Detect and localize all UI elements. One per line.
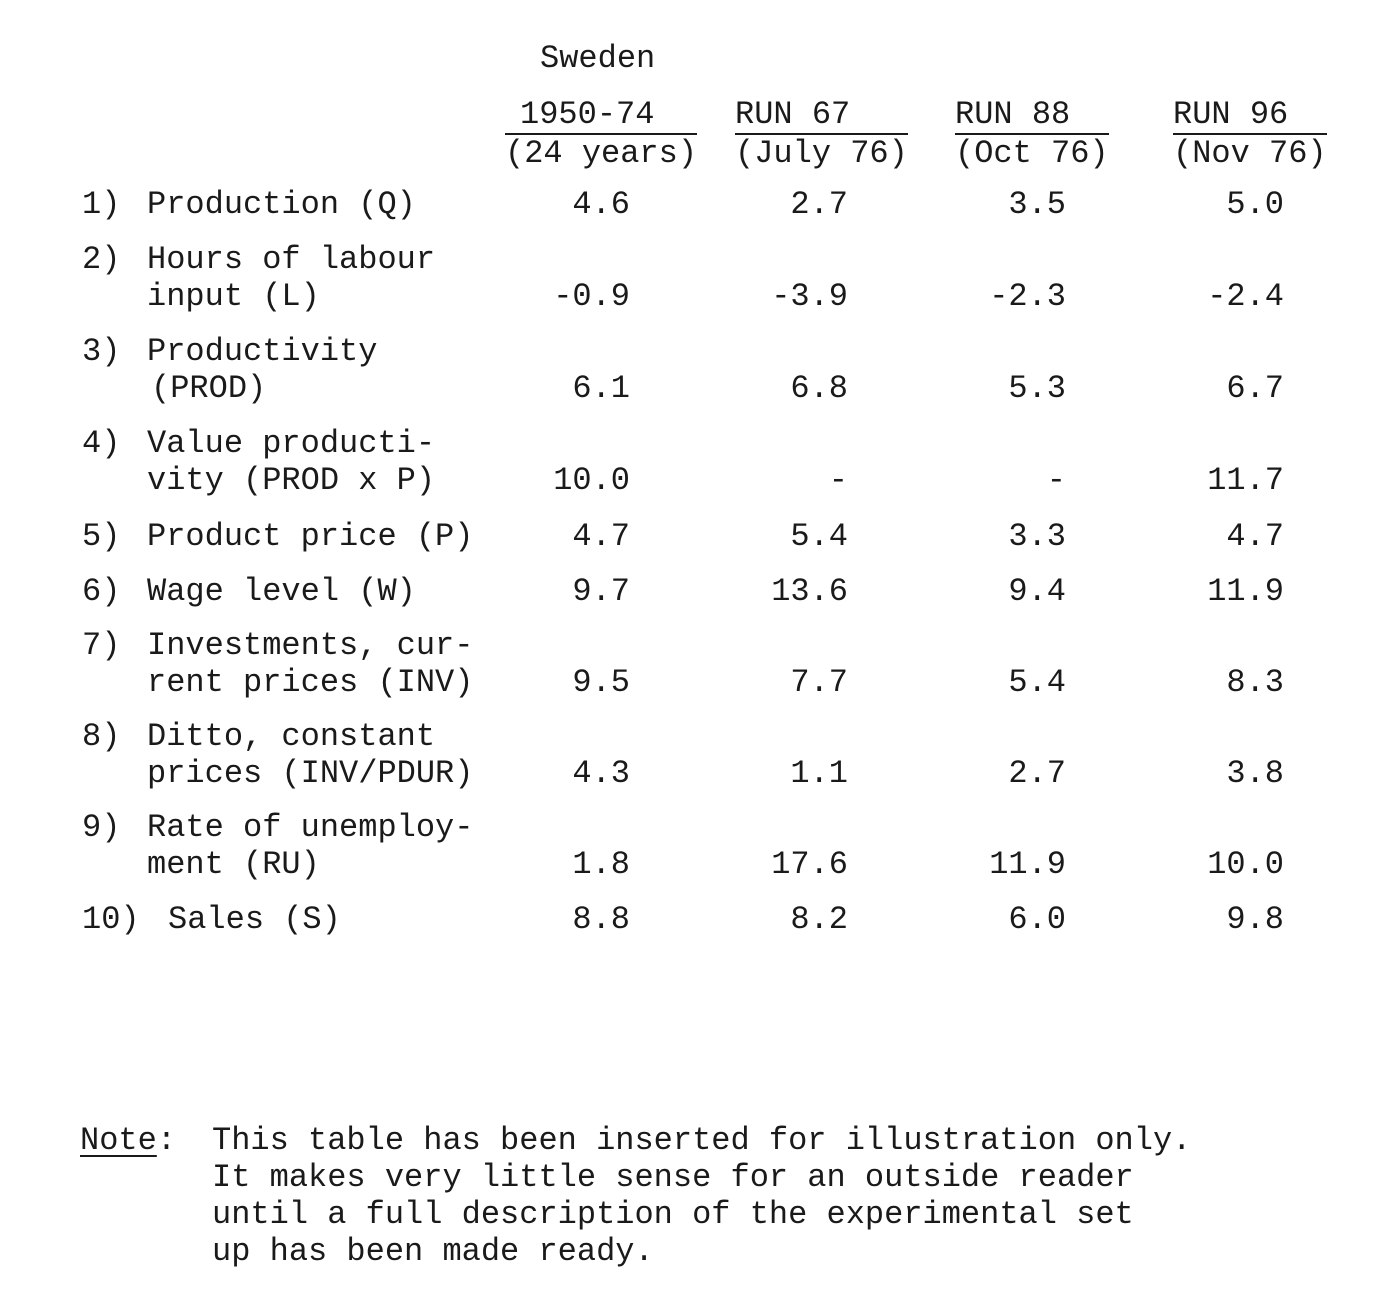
table-cell: 4.7 [1226,518,1284,555]
note-label: Note: [80,1122,176,1159]
table-cell: 6.1 [572,370,630,407]
table-cell: 4.7 [572,518,630,555]
table-cell: 1.1 [790,755,848,792]
table-cell: 13.6 [771,573,848,610]
table-cell: 9.5 [572,664,630,701]
row-label: vity (PROD x P) [147,462,436,499]
row-number: 4) [82,425,121,462]
row-number: 5) [82,518,121,555]
row-label: Sales (S) [168,901,341,938]
column-header-title: RUN 88 [955,96,1071,133]
column-header-title: RUN 96 [1173,96,1289,133]
table-cell: - [828,462,848,499]
table-country-heading: Sweden [540,40,656,77]
table-cell: 5.4 [1008,664,1066,701]
table-cell: 3.5 [1008,186,1066,223]
table-cell: 8.3 [1226,664,1284,701]
column-header-subtitle: (July 76) [735,133,908,172]
table-cell: -0.9 [553,278,630,315]
table-cell: 5.4 [790,518,848,555]
table-cell: 10.0 [553,462,630,499]
column-header-subtitle: (Oct 76) [955,133,1109,172]
row-label: ment (RU) [147,846,320,883]
table-cell: 2.7 [1008,755,1066,792]
column-header: RUN 67 (July 76) [735,96,908,172]
table-cell: 8.8 [572,901,630,938]
row-label: Wage level (W) [147,573,416,610]
row-number: 6) [82,573,121,610]
note-text: This table has been inserted for illustr… [212,1122,1191,1270]
column-header-subtitle: (Nov 76) [1173,133,1327,172]
table-cell: 9.4 [1008,573,1066,610]
row-number: 8) [82,718,121,755]
row-number: 2) [82,241,121,278]
note-line: It makes very little sense for an outsid… [212,1159,1134,1196]
table-cell: 6.8 [790,370,848,407]
table-cell: 11.9 [989,846,1066,883]
table-cell: 4.3 [572,755,630,792]
column-header-subtitle: (24 years) [505,133,698,172]
column-header-title: 1950-74 [520,96,655,133]
column-header: RUN 96 (Nov 76) [1173,96,1327,172]
table-cell: 5.0 [1226,186,1284,223]
table-cell: 11.7 [1207,462,1284,499]
row-number: 9) [82,809,121,846]
column-header: RUN 88 (Oct 76) [955,96,1109,172]
table-cell: -2.3 [989,278,1066,315]
table-cell: -2.4 [1207,278,1284,315]
table-cell: 6.0 [1008,901,1066,938]
row-number: 3) [82,333,121,370]
table-cell: 9.8 [1226,901,1284,938]
table-cell: 3.8 [1226,755,1284,792]
table-cell: 3.3 [1008,518,1066,555]
table-cell: 17.6 [771,846,848,883]
table-cell: 4.6 [572,186,630,223]
row-label: prices (INV/PDUR) [147,755,474,792]
row-label: input (L) [147,278,320,315]
row-number: 7) [82,627,121,664]
row-label: Hours of labour [147,241,436,278]
table-cell: -3.9 [771,278,848,315]
column-header-title: RUN 67 [735,96,851,133]
row-label: Value producti- [147,425,436,462]
note-label-word: Note [80,1122,157,1159]
table-cell: 7.7 [790,664,848,701]
table-cell: 9.7 [572,573,630,610]
table-cell: 2.7 [790,186,848,223]
note-line: This table has been inserted for illustr… [212,1122,1192,1159]
row-label: Investments, cur- [147,627,474,664]
row-label: Rate of unemploy- [147,809,474,846]
note-label-colon: : [156,1122,177,1159]
row-label: (PROD) [151,370,267,407]
note-line: until a full description of the experime… [212,1196,1134,1233]
column-header: 1950-74 (24 years) [505,96,698,172]
table-cell: 5.3 [1008,370,1066,407]
table-cell: 1.8 [572,846,630,883]
row-label: Production (Q) [147,186,416,223]
table-cell: - [1046,462,1066,499]
row-number: 10) [82,901,140,938]
table-cell: 10.0 [1207,846,1284,883]
row-label: Productivity [147,333,378,370]
table-cell: 6.7 [1226,370,1284,407]
table-cell: 8.2 [790,901,848,938]
row-label: rent prices (INV) [147,664,474,701]
row-label: Product price (P) [147,518,474,555]
note-line: up has been made ready. [212,1233,654,1270]
row-number: 1) [82,186,121,223]
row-label: Ditto, constant [147,718,436,755]
table-cell: 11.9 [1207,573,1284,610]
